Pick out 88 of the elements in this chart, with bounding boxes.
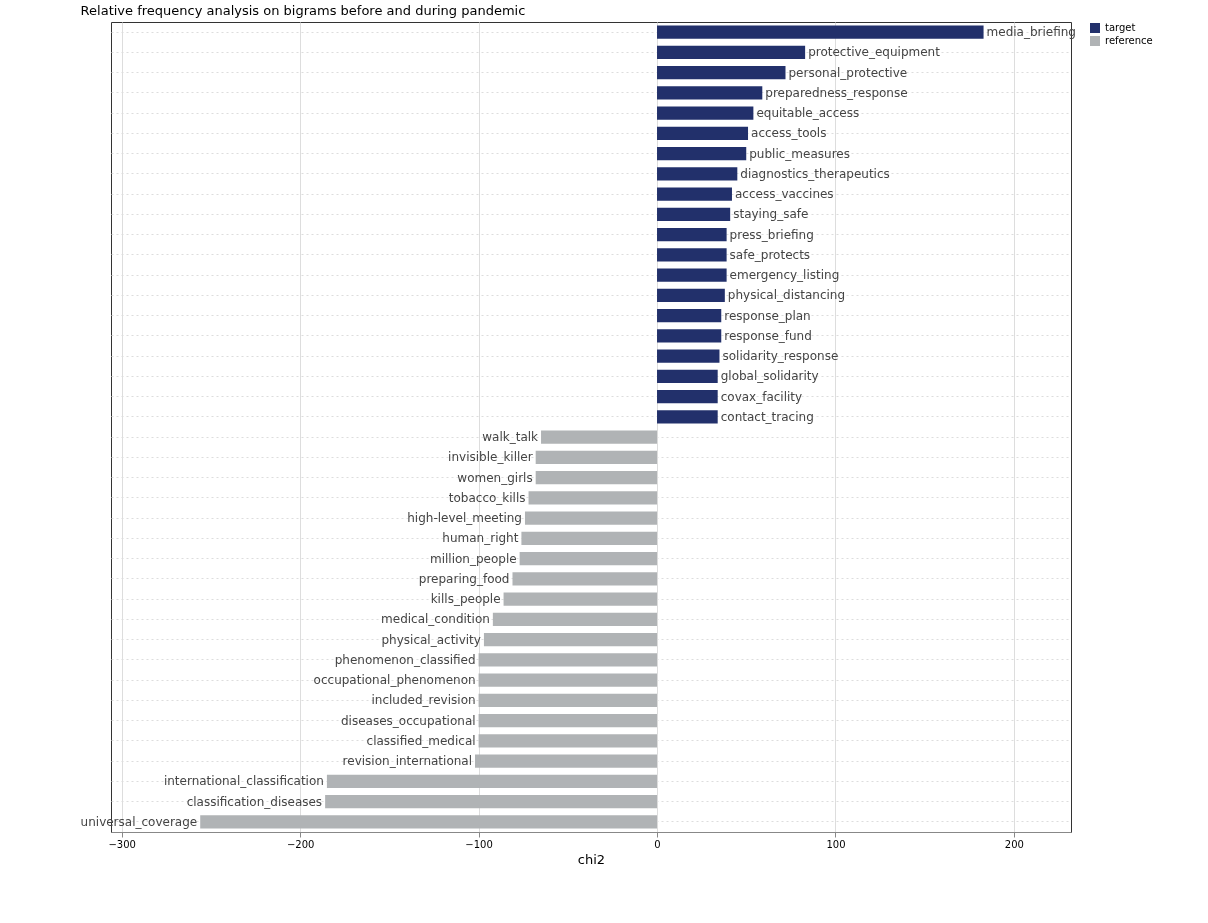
y-tick-label: classified_medical <box>366 733 476 748</box>
x-tick-label: 100 <box>826 838 846 850</box>
y-tick-label: revision_international <box>342 754 473 769</box>
y-tick-label: public_measures <box>749 146 850 161</box>
bar <box>478 734 658 748</box>
y-tick-label: occupational_phenomenon <box>313 673 476 688</box>
bar <box>657 288 725 302</box>
bar <box>478 653 658 667</box>
y-tick-label: staying_safe <box>733 207 809 222</box>
bar <box>657 349 720 363</box>
y-tick-label: global_solidarity <box>720 369 819 384</box>
y-tick-label: tobacco_kills <box>448 490 526 505</box>
bar <box>657 410 718 424</box>
y-tick-label: million_people <box>429 551 517 566</box>
x-tick-label: −200 <box>286 838 315 850</box>
y-tick-label: phenomenon_classified <box>334 652 476 667</box>
y-tick-label: kills_people <box>430 592 501 607</box>
bar <box>657 390 718 404</box>
legend-label: reference <box>1105 35 1153 46</box>
y-tick-label: women_girls <box>457 470 533 485</box>
x-tick-label: −100 <box>465 838 493 850</box>
y-tick-label: medical_condition <box>381 612 490 627</box>
bar <box>535 450 658 464</box>
y-tick-label: contact_tracing <box>720 409 814 424</box>
y-tick-label: international_classification <box>163 774 324 789</box>
legend-label: target <box>1105 22 1136 33</box>
y-tick-label: included_revision <box>371 693 476 708</box>
bar <box>657 86 763 100</box>
y-tick-label: walk_talk <box>482 430 539 445</box>
bar <box>657 369 718 383</box>
bar <box>657 167 738 181</box>
y-tick-label: physical_activity <box>381 632 481 647</box>
x-tick-label: 200 <box>1004 838 1024 850</box>
y-tick-label: access_vaccines <box>734 187 834 202</box>
y-tick-label: access_tools <box>751 126 827 141</box>
bar <box>657 228 727 242</box>
y-tick-label: response_fund <box>724 328 812 343</box>
bar <box>492 612 658 626</box>
bar <box>524 511 658 525</box>
y-tick-label: human_right <box>442 531 519 546</box>
bar <box>657 248 727 262</box>
y-tick-label: invisible_killer <box>448 450 533 465</box>
y-tick-label: covax_facility <box>720 389 803 404</box>
bar <box>657 126 749 140</box>
bar <box>657 66 786 80</box>
bar <box>657 329 722 343</box>
bar <box>200 815 658 829</box>
bar <box>657 106 754 120</box>
y-tick-label: response_plan <box>724 308 811 323</box>
y-tick-label: diseases_occupational <box>340 713 476 728</box>
bar <box>657 268 727 282</box>
chart-title: Relative frequency analysis on bigrams before and during pandemic <box>80 3 526 18</box>
y-tick-label: solidarity_response <box>722 349 839 364</box>
y-tick-label: classification_diseases <box>186 794 323 809</box>
bar <box>657 207 731 221</box>
y-tick-label: press_briefing <box>729 227 814 242</box>
y-tick-label: diagnostics_therapeutics <box>740 166 890 181</box>
y-tick-label: safe_protects <box>729 247 811 262</box>
bar <box>657 187 732 201</box>
bar <box>519 552 658 566</box>
x-tick-label: 0 <box>654 838 661 850</box>
x-axis-title: chi2 <box>577 851 606 867</box>
y-tick-label: equitable_access <box>756 106 860 121</box>
bar <box>325 795 658 809</box>
bar <box>657 45 806 59</box>
bar <box>483 633 658 647</box>
y-tick-label: preparing_food <box>418 571 510 586</box>
bar <box>475 754 658 768</box>
bar <box>512 572 658 586</box>
bar <box>478 714 658 728</box>
bar <box>657 309 722 323</box>
bar <box>326 774 658 788</box>
bar <box>657 25 984 39</box>
y-tick-label: preparedness_response <box>765 85 908 100</box>
bar <box>478 673 658 687</box>
y-tick-label: emergency_listing <box>729 268 840 283</box>
x-tick-label: −300 <box>108 838 136 850</box>
bar <box>541 430 658 444</box>
y-tick-label: protective_equipment <box>808 45 941 60</box>
bar <box>528 491 658 505</box>
bar <box>521 531 658 545</box>
y-tick-label: physical_distancing <box>727 288 846 303</box>
bar <box>535 471 658 485</box>
y-tick-label: high-level_meeting <box>407 511 522 526</box>
bar <box>478 693 658 707</box>
bar <box>503 592 658 606</box>
y-tick-label: personal_protective <box>788 65 908 80</box>
bar <box>657 147 747 161</box>
